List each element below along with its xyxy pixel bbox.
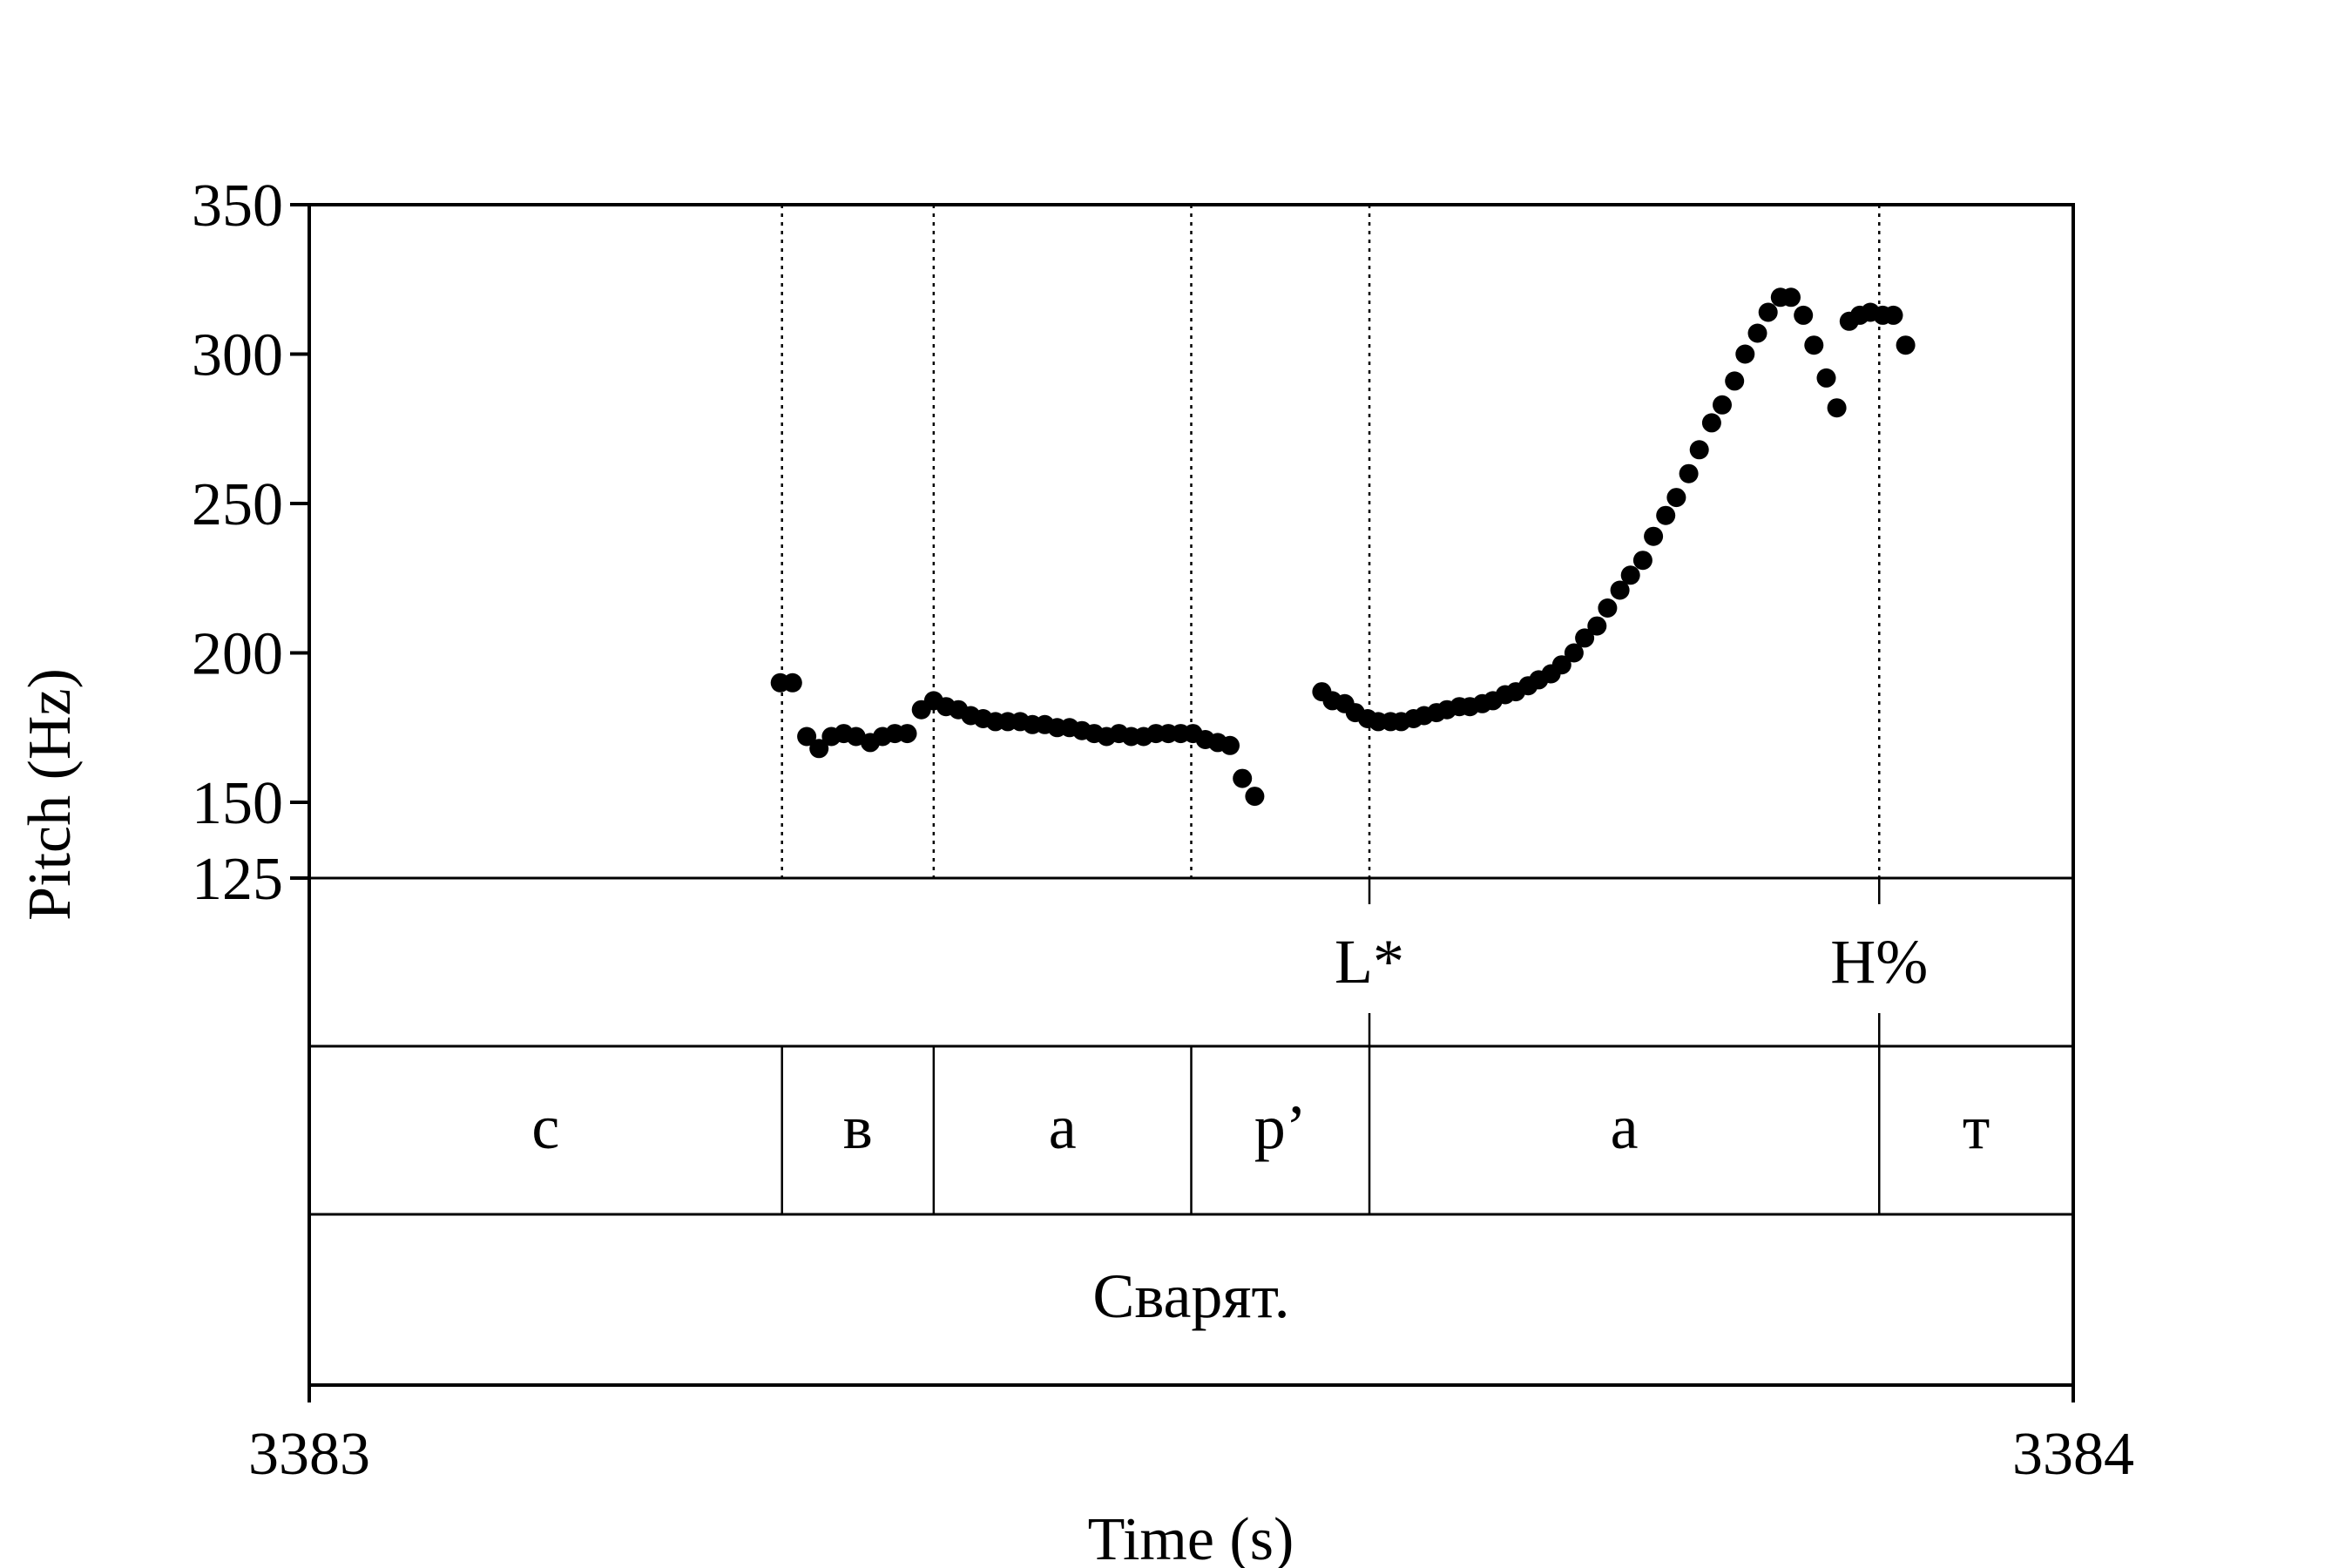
pitch-point xyxy=(1679,463,1699,483)
x-axis: 3383 3384 xyxy=(248,1385,2134,1488)
pitch-point xyxy=(1575,628,1595,648)
y-axis-label: Pitch (Hz) xyxy=(17,668,84,921)
pitch-point xyxy=(1656,505,1676,525)
pitch-point xyxy=(1701,413,1721,433)
segment-label: а xyxy=(1049,1092,1077,1162)
y-tick-label: 200 xyxy=(192,621,283,688)
pitch-point xyxy=(1598,598,1618,618)
pitch-point xyxy=(1587,616,1607,636)
pitch-point xyxy=(1666,488,1686,508)
pitch-point xyxy=(897,724,917,744)
pitch-point xyxy=(1689,440,1709,460)
segment-label: в xyxy=(843,1092,873,1162)
tone-label: H% xyxy=(1830,927,1928,997)
segment-label: р’ xyxy=(1254,1092,1307,1162)
x-tick-label: 3383 xyxy=(248,1421,370,1488)
x-axis-label: Time (s) xyxy=(1088,1506,1294,1568)
segment-label: т xyxy=(1963,1092,1990,1162)
pitch-point xyxy=(1220,735,1240,755)
pitch-point xyxy=(1781,287,1801,308)
pitch-point xyxy=(1735,344,1755,364)
interval-boundaries xyxy=(781,205,1881,1214)
x-tick-label: 3384 xyxy=(2012,1421,2134,1488)
word-label: Сварят. xyxy=(1092,1261,1289,1331)
tone-label: L* xyxy=(1335,927,1404,997)
pitch-point xyxy=(1644,526,1664,546)
y-tick-label: 150 xyxy=(192,770,283,837)
pitch-point xyxy=(1245,787,1265,807)
y-axis: 125 150 200 250 300 350 xyxy=(192,172,309,913)
pitch-point xyxy=(1804,335,1824,355)
tier-labels: L* H% с в а р’ а т Сварят. xyxy=(531,927,1990,1331)
pitch-point xyxy=(1564,643,1584,663)
pitch-point xyxy=(1827,398,1847,418)
pitch-point xyxy=(1233,768,1253,788)
pitch-point xyxy=(1794,305,1814,325)
pitch-point xyxy=(1747,323,1767,343)
pitch-point xyxy=(782,672,802,693)
pitch-point xyxy=(1883,305,1903,325)
pitch-point xyxy=(797,727,817,747)
pitch-point xyxy=(1713,395,1732,415)
pitch-point xyxy=(1816,368,1836,388)
pitch-point xyxy=(1610,580,1630,600)
pitch-points xyxy=(770,287,1916,807)
y-tick-label: 125 xyxy=(192,846,283,913)
pitch-point xyxy=(1551,655,1571,675)
segment-label: а xyxy=(1611,1092,1639,1162)
pitch-point xyxy=(1758,302,1778,322)
y-tick-label: 250 xyxy=(192,471,283,538)
y-tick-label: 300 xyxy=(192,322,283,389)
y-tick-label: 350 xyxy=(192,172,283,240)
pitch-point xyxy=(809,739,829,759)
segment-label: с xyxy=(531,1092,559,1162)
pitch-point xyxy=(1896,335,1916,355)
pitch-point xyxy=(1620,565,1640,585)
pitch-point xyxy=(1725,371,1745,391)
pitch-point xyxy=(1632,551,1652,571)
